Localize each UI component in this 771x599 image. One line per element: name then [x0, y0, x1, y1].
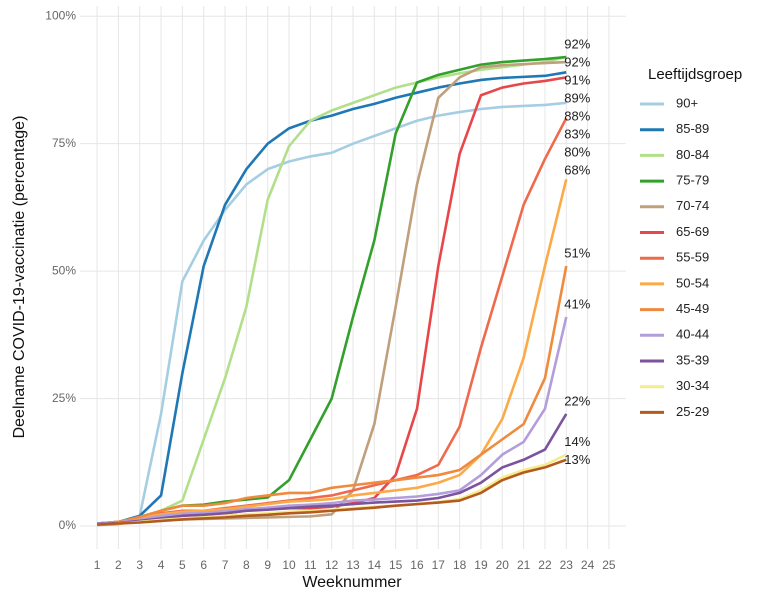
- data-label: 14%: [564, 434, 590, 449]
- legend-label: 75-79: [676, 173, 709, 188]
- legend-label: 80-84: [676, 147, 709, 162]
- x-tick-label: 14: [368, 558, 382, 572]
- x-tick-label: 16: [410, 558, 424, 572]
- series-line: [97, 458, 567, 526]
- x-tick-label: 8: [243, 558, 250, 572]
- legend-label: 70-74: [676, 198, 709, 213]
- x-axis-title: Weeknummer: [302, 574, 402, 591]
- legend-label: 65-69: [676, 224, 709, 239]
- x-tick-label: 18: [453, 558, 467, 572]
- legend-title: Leeftijdsgroep: [648, 66, 742, 83]
- data-label: 13%: [564, 452, 590, 467]
- legend-label: 25-29: [676, 404, 709, 419]
- y-tick-label: 50%: [52, 263, 76, 277]
- x-tick-label: 19: [474, 558, 488, 572]
- x-tick-label: 10: [282, 558, 296, 572]
- x-tick-label: 6: [200, 558, 207, 572]
- legend-label: 55-59: [676, 250, 709, 265]
- series-line: [97, 316, 568, 525]
- x-tick-label: 15: [389, 558, 403, 572]
- x-tick-label: 11: [304, 558, 317, 572]
- x-tick-label: 22: [538, 558, 552, 572]
- x-tick-label: 5: [179, 558, 186, 572]
- legend-label: 90+: [676, 95, 698, 110]
- series-line: [97, 413, 568, 526]
- series-line: [96, 55, 567, 525]
- x-tick-label: 7: [222, 558, 229, 572]
- x-tick-label: 1: [94, 558, 101, 572]
- x-tick-label: 3: [136, 558, 143, 572]
- y-tick-label: 100%: [45, 8, 76, 22]
- data-label: 91%: [564, 72, 590, 87]
- series-line: [96, 179, 568, 525]
- x-tick-label: 13: [346, 558, 360, 572]
- data-label: 89%: [564, 90, 590, 105]
- x-tick-label: 25: [602, 558, 616, 572]
- data-label: 22%: [564, 393, 590, 408]
- y-tick-label: 25%: [52, 391, 76, 405]
- x-tick-label: 2: [115, 558, 122, 572]
- x-tick-label: 20: [496, 558, 510, 572]
- data-label: 80%: [564, 144, 590, 159]
- x-tick-label: 17: [432, 558, 446, 572]
- legend-label: 40-44: [676, 327, 709, 342]
- data-label: 92%: [564, 54, 590, 69]
- y-tick-label: 75%: [52, 136, 76, 150]
- data-label: 88%: [564, 108, 590, 123]
- x-tick-label: 4: [158, 558, 165, 572]
- data-label: 41%: [564, 296, 590, 311]
- series-line: [96, 101, 567, 525]
- series-line: [96, 265, 568, 525]
- data-label: 92%: [564, 36, 590, 51]
- legend-label: 50-54: [676, 275, 709, 290]
- legend-label: 30-34: [676, 378, 709, 393]
- series-line: [96, 70, 567, 525]
- x-tick-label: 23: [560, 558, 574, 572]
- data-label: 68%: [564, 162, 590, 177]
- x-tick-label: 21: [517, 558, 531, 572]
- x-tick-label: 24: [581, 558, 595, 572]
- y-axis-title: Deelname COVID-19-vaccinatie (percentage…: [11, 116, 28, 439]
- legend-label: 35-39: [676, 352, 709, 367]
- data-label: 83%: [564, 126, 590, 141]
- legend-label: 85-89: [676, 121, 709, 136]
- data-label: 51%: [564, 245, 590, 260]
- x-tick-label: 9: [264, 558, 271, 572]
- legend-label: 45-49: [676, 301, 709, 316]
- y-tick-label: 0%: [59, 518, 77, 532]
- x-tick-label: 12: [325, 558, 339, 572]
